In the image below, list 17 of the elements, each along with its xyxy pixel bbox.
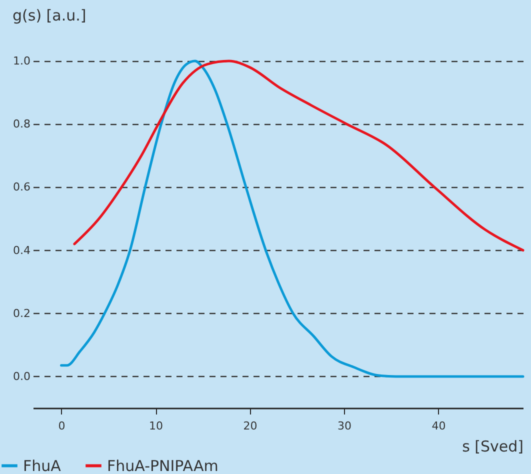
legend-label: FhuA bbox=[23, 456, 62, 474]
y-axis-title: g(s) [a.u.] bbox=[12, 6, 86, 24]
legend-label: FhuA-PNIPAAm bbox=[107, 456, 218, 474]
x-tick-label: 20 bbox=[243, 420, 258, 432]
y-tick-label: 0.2 bbox=[13, 306, 30, 320]
y-tick-label: 0.8 bbox=[13, 118, 30, 131]
line-series bbox=[73, 60, 524, 252]
x-tick-label: 0 bbox=[58, 420, 66, 432]
line-series bbox=[60, 60, 524, 378]
y-tick-label: 0.4 bbox=[13, 244, 30, 257]
x-tick-label: 10 bbox=[149, 420, 163, 432]
x-tick-label: 40 bbox=[432, 420, 446, 432]
y-tick-label: 1.0 bbox=[13, 54, 30, 68]
x-tick-label: 30 bbox=[337, 420, 352, 432]
y-tick-label: 0.6 bbox=[13, 180, 30, 194]
x-axis-title: s [Sved] bbox=[462, 438, 524, 456]
y-tick-label: 0.0 bbox=[13, 370, 30, 383]
